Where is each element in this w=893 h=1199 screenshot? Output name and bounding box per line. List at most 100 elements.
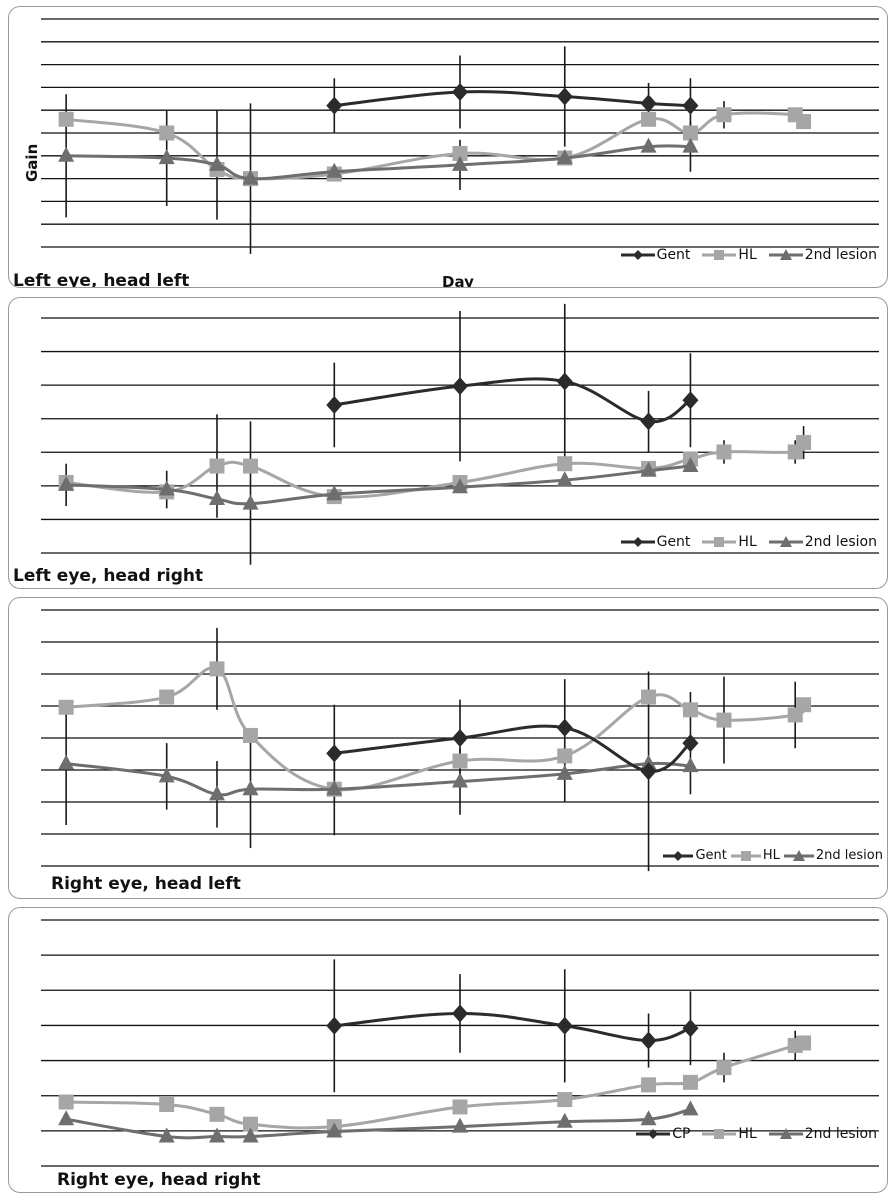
chart-panel-4: Right eye, head right CP HL 2nd lesion [8, 907, 888, 1193]
data-point-gent [452, 82, 468, 101]
data-point-hl [641, 689, 657, 705]
series-line-2nd-lesion [65, 1107, 691, 1140]
data-point-hl [641, 1077, 657, 1093]
data-point-2nd-lesion [158, 1127, 175, 1143]
data-point-2nd-lesion [326, 1122, 343, 1138]
data-point-2nd-lesion [682, 757, 699, 773]
data-point-gent [452, 729, 468, 747]
data-point-hl [682, 702, 698, 718]
data-point-2nd-lesion [640, 754, 657, 770]
data-point-2nd-lesion [58, 754, 75, 770]
data-point-2nd-lesion [158, 480, 175, 496]
legend-3: Gent HL 2nd lesion [659, 848, 883, 863]
data-point-hl [452, 753, 468, 769]
data-point-hl [58, 111, 74, 127]
chart-svg-1 [41, 18, 879, 254]
data-point-2nd-lesion [242, 780, 259, 796]
data-point-2nd-lesion [556, 471, 573, 487]
y-axis-label: Gain [23, 143, 41, 182]
data-point-hl [58, 699, 74, 715]
data-point-hl [159, 125, 175, 141]
series-line-2nd-lesion [66, 464, 691, 506]
panel-title-1: Left eye, head left [13, 271, 190, 288]
x-axis-label: Day [442, 273, 474, 288]
legend-4: CP HL 2nd lesion [624, 1126, 877, 1142]
data-point-cp [556, 1016, 573, 1035]
data-point-2nd-lesion [452, 1117, 468, 1133]
series-line-2nd-lesion [66, 144, 691, 181]
legend-2: Gent HL 2nd lesion [609, 534, 877, 550]
data-point-2nd-lesion [640, 137, 657, 153]
data-point-hl [796, 1035, 812, 1051]
data-point-2nd-lesion [682, 457, 699, 473]
data-point-hl [243, 727, 258, 743]
legend-label-2nd-lesion: 2nd lesion [804, 247, 877, 263]
legend-label-cp: CP [672, 1126, 691, 1142]
chart-svg-2 [41, 303, 879, 565]
legend-label-2nd-lesion: 2nd lesion [804, 1126, 877, 1142]
legend-1: Gent HL 2nd lesion [609, 247, 877, 263]
data-point-2nd-lesion [326, 780, 343, 796]
data-point-2nd-lesion [208, 489, 225, 505]
legend-item-gent: Gent [620, 534, 690, 550]
legend-label-hl: HL [738, 534, 757, 550]
data-point-hl [796, 114, 812, 130]
legend-label-hl: HL [762, 848, 780, 863]
data-point-hl [159, 1097, 175, 1112]
legend-label-2nd-lesion: 2nd lesion [804, 534, 877, 550]
data-point-2nd-lesion [242, 494, 259, 510]
data-point-hl [641, 111, 657, 127]
data-point-2nd-lesion [640, 1110, 657, 1126]
data-point-2nd-lesion [326, 485, 343, 501]
data-point-2nd-lesion [58, 1110, 75, 1126]
data-point-gent [556, 372, 573, 391]
data-point-2nd-lesion [452, 478, 468, 494]
data-point-2nd-lesion [452, 772, 468, 788]
legend-label-gent: Gent [695, 848, 727, 863]
data-point-hl [716, 712, 732, 728]
data-point-gent [556, 718, 573, 737]
data-point-2nd-lesion [158, 767, 175, 783]
data-point-cp [326, 1016, 343, 1035]
data-point-hl [557, 456, 573, 472]
series-line-gent [334, 90, 691, 108]
data-point-2nd-lesion [640, 461, 657, 477]
data-point-gent [556, 87, 573, 106]
legend-item-2nd-lesion: 2nd lesion [783, 848, 883, 863]
data-point-hl [557, 1092, 573, 1108]
data-point-gent [682, 391, 699, 410]
data-point-gent [682, 734, 699, 753]
chart-svg-4 [41, 919, 879, 1167]
chart-panel-1: Gain Day Left eye, head left Gent HL 2nd… [8, 6, 888, 288]
legend-label-gent: Gent [656, 247, 691, 263]
chart-panel-2: Left eye, head right Gent HL 2nd lesion [8, 297, 888, 589]
data-point-hl [243, 1116, 258, 1132]
data-point-cp [640, 1031, 657, 1050]
data-point-hl [209, 661, 225, 677]
data-point-hl [716, 1060, 732, 1076]
legend-item-hl: HL [730, 848, 780, 863]
data-point-gent [326, 744, 343, 763]
data-point-gent [452, 377, 468, 396]
data-point-gent [326, 395, 343, 414]
data-point-2nd-lesion [158, 149, 175, 165]
data-point-hl [796, 435, 812, 451]
legend-item-gent: Gent [663, 848, 727, 863]
data-point-hl [58, 1094, 74, 1110]
legend-item-2nd-lesion: 2nd lesion [768, 247, 877, 263]
legend-item-2nd-lesion: 2nd lesion [768, 534, 877, 550]
data-point-hl [452, 1099, 468, 1115]
data-point-hl [716, 444, 732, 460]
legend-item-hl: HL [702, 247, 757, 263]
data-point-2nd-lesion [242, 169, 259, 185]
data-point-gent [326, 96, 343, 115]
legend-item-hl: HL [702, 534, 757, 550]
series-line-cp [334, 1011, 691, 1043]
data-point-2nd-lesion [208, 155, 225, 171]
data-point-gent [640, 412, 657, 431]
legend-item-gent: Gent [620, 247, 691, 263]
data-point-hl [243, 458, 258, 474]
data-point-2nd-lesion [452, 155, 468, 171]
data-point-2nd-lesion [208, 785, 225, 801]
legend-item-2nd-lesion: 2nd lesion [768, 1126, 877, 1142]
